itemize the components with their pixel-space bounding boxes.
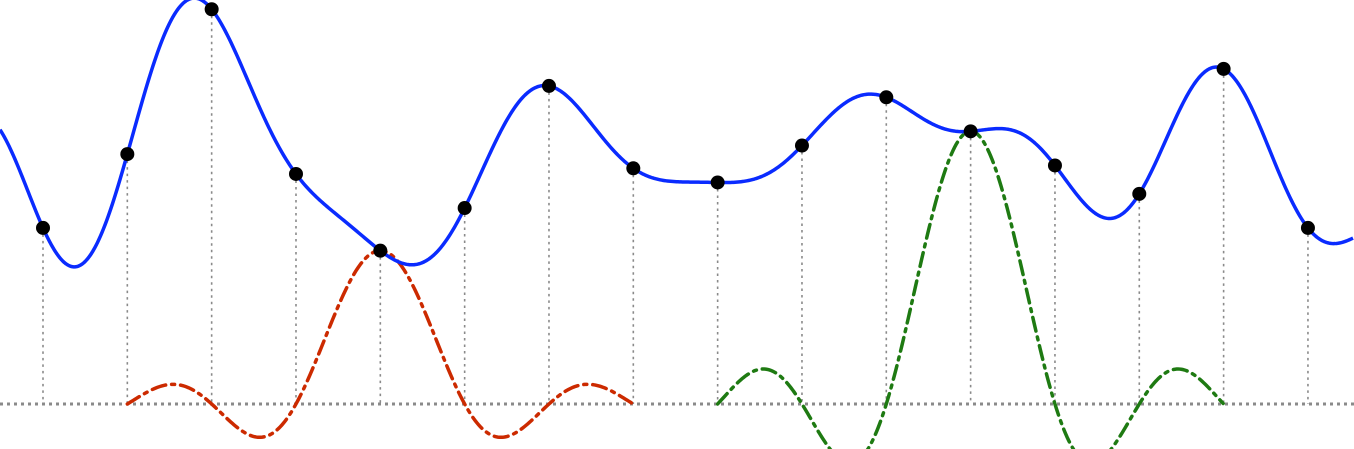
sample-guide-lines xyxy=(42,9,1309,404)
sample-point xyxy=(1047,158,1062,173)
sample-point xyxy=(541,78,556,93)
sample-point xyxy=(879,90,894,105)
sample-point xyxy=(710,175,725,190)
sample-point xyxy=(120,147,135,162)
sample-points xyxy=(36,2,1315,258)
sample-point xyxy=(204,2,219,17)
sample-point xyxy=(626,161,641,176)
sample-point xyxy=(457,201,472,216)
sample-point xyxy=(1300,220,1315,235)
sample-point xyxy=(1132,186,1147,201)
sample-point xyxy=(373,243,388,258)
sample-point xyxy=(1216,61,1231,76)
reconstructed-signal-curve xyxy=(0,0,1354,269)
sample-point xyxy=(963,124,978,139)
sample-point xyxy=(36,220,50,235)
sample-point xyxy=(288,166,303,181)
sample-point xyxy=(794,138,809,153)
